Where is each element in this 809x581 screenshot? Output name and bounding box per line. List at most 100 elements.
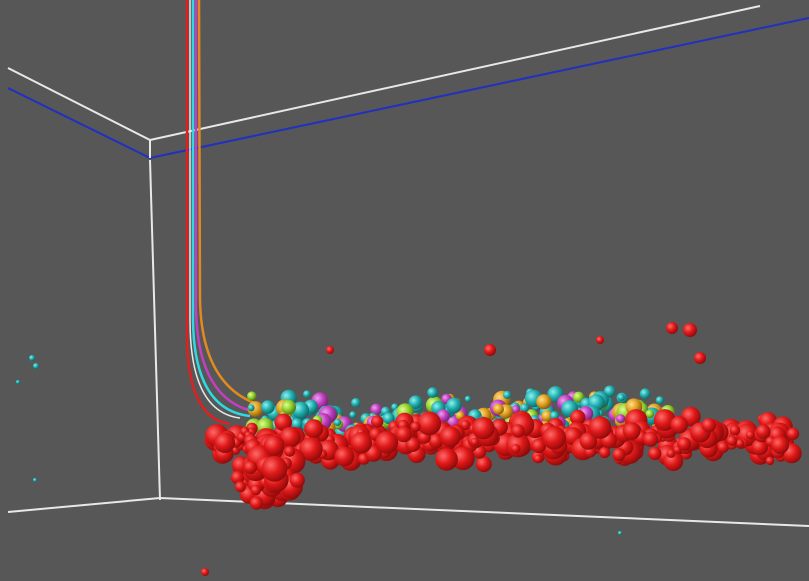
hit [299, 437, 323, 461]
hit [726, 435, 738, 447]
hit [596, 336, 604, 344]
hit [666, 322, 678, 334]
hit [670, 415, 688, 434]
hit [701, 418, 716, 433]
hit [655, 396, 664, 405]
hit [281, 399, 297, 415]
track [185, 0, 231, 426]
hit [511, 424, 525, 438]
box-edge [149, 17, 809, 159]
hit [683, 323, 697, 337]
hit [326, 346, 334, 354]
box-edges [7, 5, 809, 527]
hit [249, 496, 264, 510]
hit [648, 446, 662, 461]
hit [599, 446, 611, 459]
hit [464, 395, 471, 402]
hit [579, 432, 598, 450]
hit [541, 410, 553, 422]
hit [717, 441, 729, 454]
hit [643, 431, 659, 447]
box-edge [149, 159, 161, 501]
hit [405, 437, 421, 453]
hit [729, 424, 741, 436]
hits [16, 322, 802, 576]
hit [408, 395, 423, 410]
hit [653, 409, 676, 431]
hit [439, 426, 461, 447]
hit [382, 412, 395, 425]
hit [304, 419, 324, 439]
hit [351, 398, 361, 408]
hit [435, 448, 458, 471]
hit [765, 456, 775, 466]
hit [472, 417, 495, 440]
hit [33, 478, 37, 482]
hit [511, 405, 520, 414]
hit [375, 431, 399, 454]
hit [677, 437, 691, 451]
hit [395, 426, 412, 443]
hit [261, 400, 275, 414]
box-edge [7, 497, 161, 513]
hit [493, 403, 504, 415]
hit [334, 446, 355, 467]
hit [291, 418, 303, 430]
hit [755, 424, 771, 439]
hit [786, 427, 800, 440]
hit [666, 448, 676, 458]
hit [694, 352, 706, 364]
hit [243, 460, 257, 474]
hit [622, 422, 641, 440]
track [194, 0, 263, 415]
hit [263, 435, 285, 456]
hit [350, 432, 373, 454]
hit [475, 456, 492, 473]
hit [484, 344, 496, 356]
hit [612, 448, 626, 461]
hit [503, 390, 512, 399]
hit [639, 388, 651, 400]
hit [470, 437, 479, 447]
hit [284, 445, 296, 457]
hit [349, 411, 357, 419]
hit [616, 414, 626, 424]
hit [230, 470, 245, 485]
track [189, 0, 241, 419]
hit [291, 401, 310, 419]
hit [279, 426, 301, 448]
hit [201, 568, 209, 576]
hit [746, 430, 755, 440]
hit [542, 426, 566, 450]
track [191, 0, 251, 418]
hit [371, 415, 384, 428]
hit [645, 409, 655, 419]
hit [531, 438, 546, 454]
hit [247, 404, 255, 412]
hit [33, 363, 39, 369]
hit [451, 446, 475, 471]
hit [511, 444, 521, 454]
hit [427, 387, 438, 398]
hit [303, 390, 311, 398]
hit [214, 432, 236, 454]
hit [751, 438, 769, 456]
hit [536, 394, 552, 410]
box-edge [149, 5, 761, 141]
hit [250, 484, 262, 496]
hit [247, 391, 257, 401]
hit [16, 380, 20, 384]
box-edge [7, 87, 151, 159]
hit [570, 409, 586, 426]
hit [289, 472, 305, 488]
hit [618, 531, 622, 535]
hit [604, 385, 616, 397]
hit [333, 418, 342, 427]
hit [417, 411, 442, 436]
hit [771, 436, 789, 454]
hit [370, 403, 383, 416]
hit [410, 421, 421, 432]
hit [573, 391, 585, 403]
